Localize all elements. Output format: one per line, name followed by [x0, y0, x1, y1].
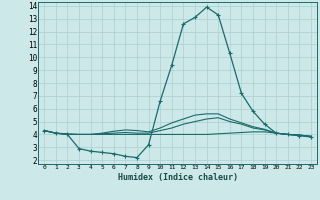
- X-axis label: Humidex (Indice chaleur): Humidex (Indice chaleur): [118, 173, 238, 182]
